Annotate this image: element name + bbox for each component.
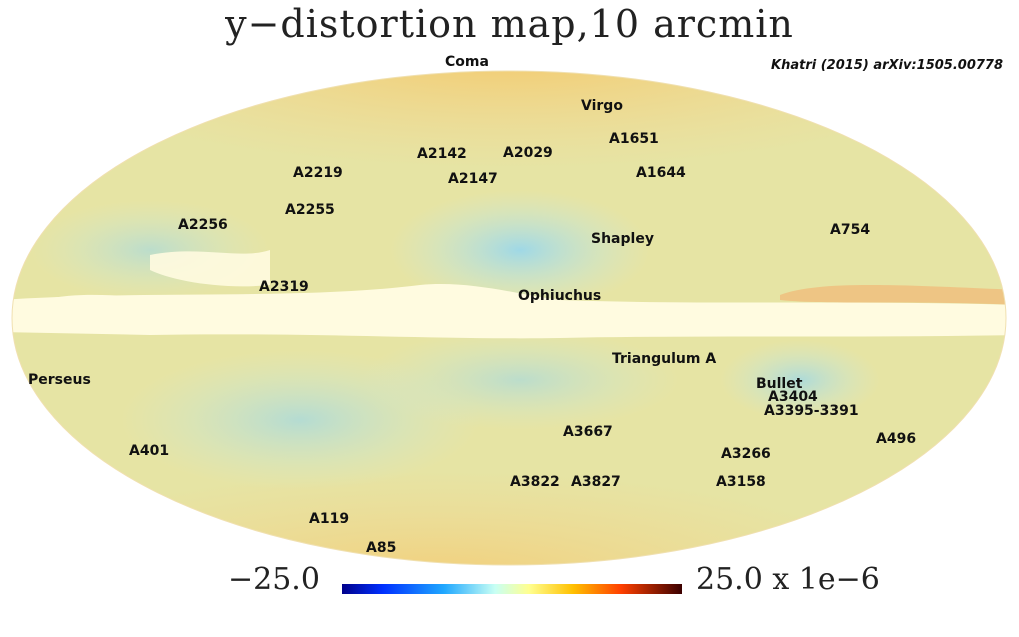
cluster-label: A754 [830,222,870,238]
cluster-label: A3158 [716,474,766,490]
cluster-label: Bullet [756,376,803,392]
cluster-label: A401 [129,443,169,459]
cluster-label: Shapley [591,231,654,247]
cluster-label: A2142 [417,146,467,162]
cluster-label: A3404 [768,389,818,405]
cluster-label: A3667 [563,424,613,440]
cluster-label: A3827 [571,474,621,490]
cluster-label: A119 [309,511,349,527]
cluster-label: A2029 [503,145,553,161]
cluster-label: A1651 [609,131,659,147]
cluster-labels: Coma Virgo A1651 A1644 A2142 A2029 A2147… [28,54,916,556]
cluster-label: A3266 [721,446,771,462]
cluster-label: Triangulum A [612,351,716,367]
cluster-label: A496 [876,431,916,447]
cluster-label: A2319 [259,279,309,295]
cluster-label: A3395-3391 [764,403,859,419]
cluster-label: A3822 [510,474,560,490]
cluster-label: A2256 [178,217,228,233]
colorbar-min-label: −25.0 [228,562,320,597]
colorbar-max-label: 25.0 x 1e−6 [696,562,880,597]
map-title: y−distortion map,10 arcmin [225,2,794,46]
cluster-label: Virgo [581,98,623,114]
cluster-label: Ophiuchus [518,288,601,304]
map-field [12,71,1006,565]
cluster-label: A2147 [448,171,498,187]
cluster-label: A2219 [293,165,343,181]
cluster-label: A85 [366,540,396,556]
citation: Khatri (2015) arXiv:1505.00778 [771,58,1003,73]
cluster-label: Coma [445,54,489,70]
cluster-label: A2255 [285,202,335,218]
cluster-label: A1644 [636,165,686,181]
cluster-label: Perseus [28,372,91,388]
colorbar [342,584,682,594]
